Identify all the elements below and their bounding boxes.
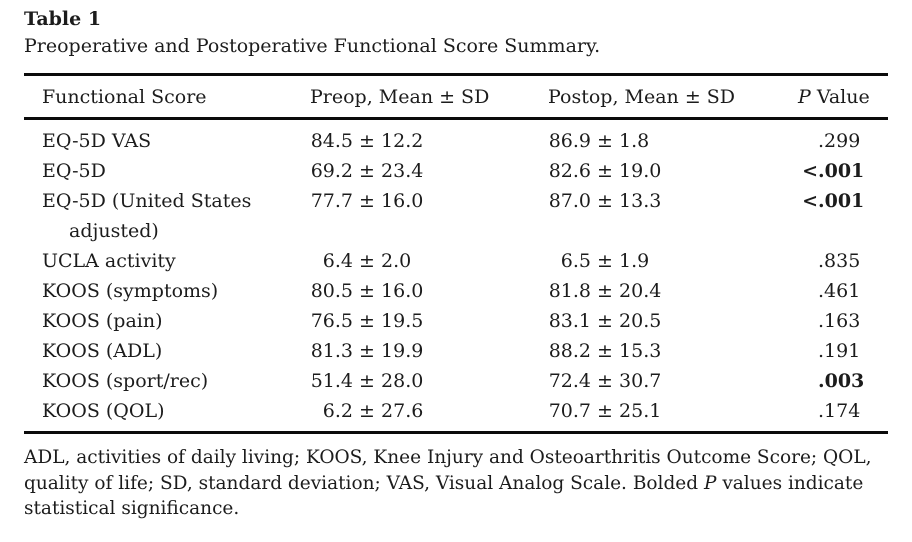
plus-minus: ± — [359, 370, 375, 392]
table-row: KOOS (pain) 76.5 ± 19.5 83.1 ± 20.5 .163 — [24, 306, 888, 336]
p-value-cell: .299 — [818, 130, 861, 152]
preop-cell: 6.4 ± 2.0 — [322, 250, 412, 272]
preop-cell: 81.3 ± 19.9 — [310, 340, 424, 362]
score-cell: KOOS (ADL) — [42, 340, 163, 362]
table-row: EQ-5D VAS 84.5 ± 12.2 86.9 ± 1.8 .299 — [24, 119, 888, 157]
score-cell: KOOS (symptoms) — [42, 280, 219, 302]
footnote-text-post: values indicate statistical significance… — [24, 472, 864, 520]
score-cell: KOOS (QOL) — [42, 400, 165, 422]
plus-minus: ± — [597, 340, 613, 362]
table-row: KOOS (QOL) 6.2 ± 27.6 70.7 ± 25.1 .174 — [24, 396, 888, 433]
table-body: EQ-5D VAS 84.5 ± 12.2 86.9 ± 1.8 .299 EQ… — [24, 119, 888, 433]
table-row: KOOS (symptoms) 80.5 ± 16.0 81.8 ± 20.4 … — [24, 276, 888, 306]
postop-cell: 70.7 ± 25.1 — [548, 400, 662, 422]
p-value-cell: .461 — [818, 280, 861, 302]
plus-minus: ± — [597, 370, 613, 392]
plus-minus: ± — [597, 250, 613, 272]
score-cell: EQ-5D — [42, 160, 106, 182]
footnote-italic-p: P — [703, 472, 717, 494]
p-value-cell: .191 — [818, 340, 861, 362]
score-cell: KOOS (sport/rec) — [42, 370, 209, 392]
postop-cell: 83.1 ± 20.5 — [548, 310, 662, 332]
p-value-cell: .163 — [818, 310, 861, 332]
p-value-cell: <.001 — [802, 160, 865, 182]
preop-cell: 6.2 ± 27.6 — [322, 400, 424, 422]
preop-cell: 77.7 ± 16.0 — [310, 190, 424, 212]
postop-cell: 86.9 ± 1.8 — [548, 130, 650, 152]
p-value-cell: <.001 — [802, 190, 865, 212]
footnote-text-pre: ADL, activities of daily living; KOOS, K… — [24, 447, 872, 494]
table-row: KOOS (sport/rec) 51.4 ± 28.0 72.4 ± 30.7… — [24, 366, 888, 396]
postop-cell: 87.0 ± 13.3 — [548, 190, 662, 212]
score-cell: EQ-5D VAS — [42, 130, 152, 152]
preop-cell: 76.5 ± 19.5 — [310, 310, 424, 332]
preop-cell: 84.5 ± 12.2 — [310, 130, 424, 152]
table-header-row: Functional Score Preop, Mean ± SD Postop… — [24, 74, 888, 120]
p-value-header-italic-p: P — [798, 86, 811, 108]
p-value-header-rest: Value — [810, 86, 870, 108]
plus-minus: ± — [597, 310, 613, 332]
plus-minus: ± — [359, 400, 375, 422]
p-value-cell: .174 — [818, 400, 861, 422]
postop-cell: 88.2 ± 15.3 — [548, 340, 662, 362]
table-row: UCLA activity 6.4 ± 2.0 6.5 ± 1.9 .835 — [24, 246, 888, 276]
column-header-preop: Preop, Mean ± SD — [310, 74, 548, 120]
plus-minus: ± — [359, 340, 375, 362]
table-caption: Preoperative and Postoperative Functiona… — [24, 35, 601, 57]
plus-minus: ± — [597, 400, 613, 422]
plus-minus: ± — [359, 280, 375, 302]
table-footnote: ADL, activities of daily living; KOOS, K… — [24, 445, 888, 522]
postop-cell: 6.5 ± 1.9 — [560, 250, 650, 272]
table-row: EQ-5D 69.2 ± 23.4 82.6 ± 19.0 <.001 — [24, 156, 888, 186]
score-cell: EQ-5D (United States adjusted) — [42, 190, 252, 242]
plus-minus: ± — [597, 190, 613, 212]
postop-cell: 72.4 ± 30.7 — [548, 370, 662, 392]
plus-minus: ± — [359, 190, 375, 212]
preop-cell: 51.4 ± 28.0 — [310, 370, 424, 392]
plus-minus: ± — [359, 310, 375, 332]
plus-minus: ± — [597, 160, 613, 182]
plus-minus: ± — [359, 160, 375, 182]
preop-cell: 80.5 ± 16.0 — [310, 280, 424, 302]
functional-score-table: Functional Score Preop, Mean ± SD Postop… — [24, 73, 888, 434]
postop-cell: 81.8 ± 20.4 — [548, 280, 662, 302]
column-header-postop: Postop, Mean ± SD — [548, 74, 798, 120]
p-value-cell: .835 — [818, 250, 861, 272]
column-header-functional-score: Functional Score — [24, 74, 310, 120]
p-value-cell: .003 — [818, 370, 865, 392]
score-cell: KOOS (pain) — [42, 310, 163, 332]
table-label: Table 1 — [24, 8, 102, 30]
table-row: KOOS (ADL) 81.3 ± 19.9 88.2 ± 15.3 .191 — [24, 336, 888, 366]
score-cell: UCLA activity — [42, 250, 176, 272]
plus-minus: ± — [597, 130, 613, 152]
plus-minus: ± — [359, 130, 375, 152]
table-row: EQ-5D (United States adjusted) 77.7 ± 16… — [24, 186, 888, 246]
plus-minus: ± — [597, 280, 613, 302]
table-block: Table 1 Preoperative and Postoperative F… — [24, 6, 888, 540]
plus-minus: ± — [359, 250, 375, 272]
postop-cell: 82.6 ± 19.0 — [548, 160, 662, 182]
column-header-p-value: P Value — [798, 74, 888, 120]
preop-cell: 69.2 ± 23.4 — [310, 160, 424, 182]
